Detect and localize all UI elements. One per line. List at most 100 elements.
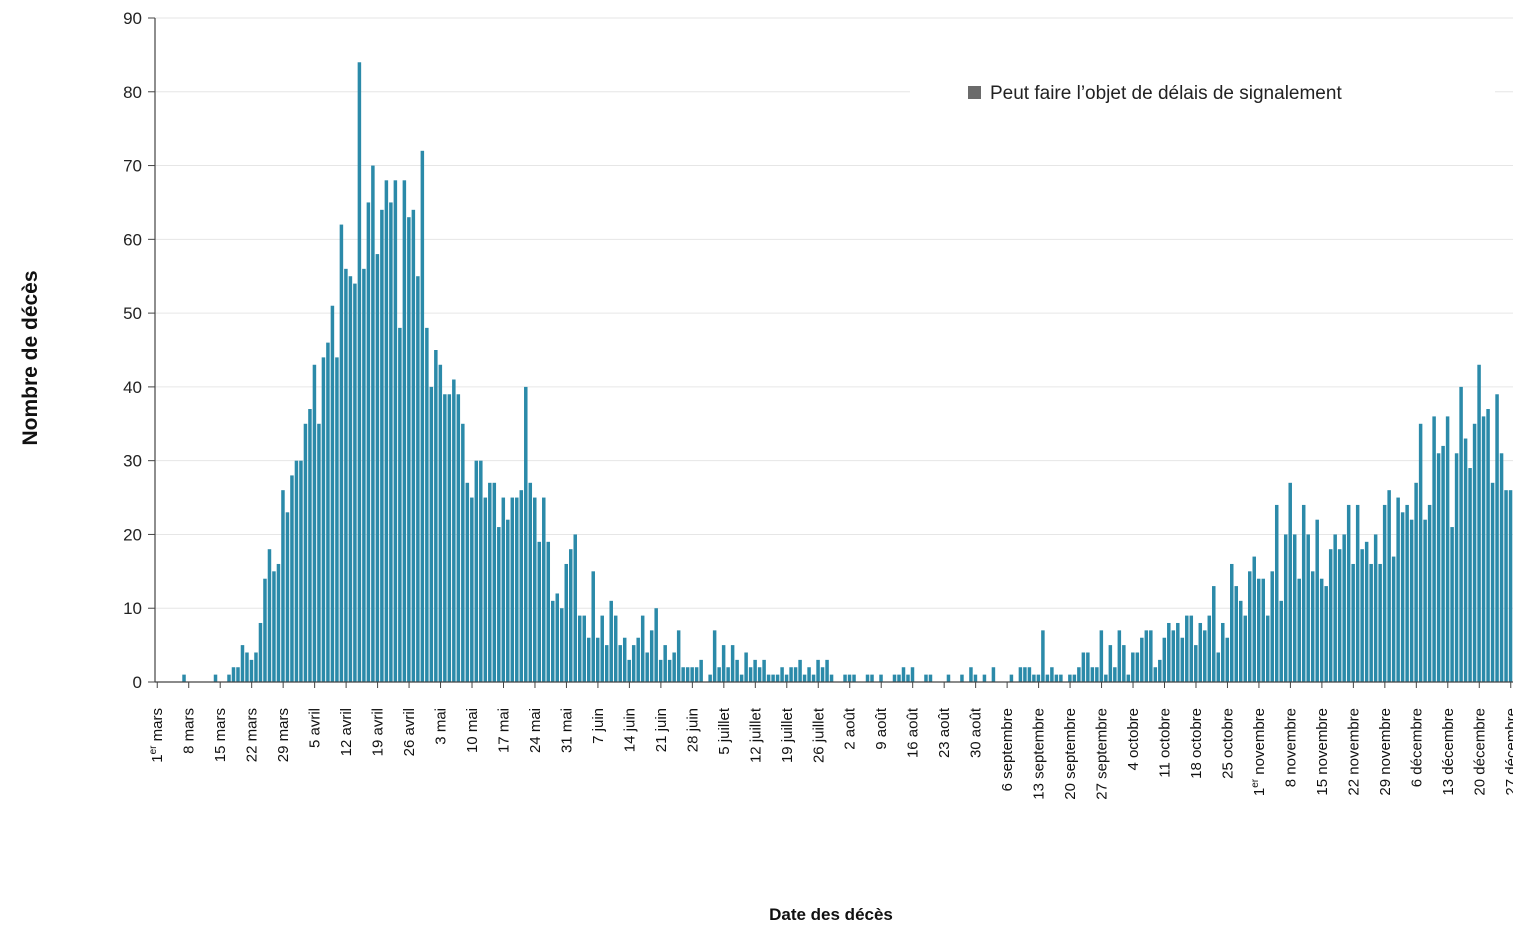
bar xyxy=(1301,504,1306,682)
bar xyxy=(1054,674,1059,682)
x-tick-label: 31 mai xyxy=(558,708,575,753)
bar xyxy=(1189,615,1194,682)
bar xyxy=(429,386,434,682)
bar xyxy=(1122,645,1126,682)
bar xyxy=(1445,416,1450,682)
bar xyxy=(272,571,276,682)
bar xyxy=(726,667,730,682)
bar xyxy=(1162,637,1167,682)
x-tick-label: 25 octobre xyxy=(1220,708,1237,779)
bar xyxy=(1432,416,1436,682)
bar xyxy=(312,364,317,682)
bar xyxy=(658,659,663,682)
bar xyxy=(1140,637,1144,682)
bar xyxy=(1203,630,1207,682)
bar xyxy=(407,217,411,682)
bar xyxy=(357,62,362,682)
bar xyxy=(330,305,335,682)
x-axis-title: Date des décès xyxy=(769,905,893,924)
bar xyxy=(1252,556,1256,682)
bar xyxy=(1032,674,1036,682)
bar xyxy=(609,600,613,682)
bar xyxy=(290,475,294,682)
bar xyxy=(1265,615,1270,682)
x-tick-label: 5 avril xyxy=(307,708,324,748)
x-tick-label: 2 août xyxy=(842,707,859,750)
bar xyxy=(1504,490,1508,682)
bar xyxy=(1131,652,1135,682)
bar xyxy=(870,674,874,682)
bar xyxy=(865,674,870,682)
bar xyxy=(721,645,726,682)
x-tick-label: 18 octobre xyxy=(1188,708,1205,779)
x-tick-label: 1er mars xyxy=(148,708,166,763)
x-tick-label: 14 juin xyxy=(621,708,638,752)
x-tick-label: 29 novembre xyxy=(1377,708,1394,796)
bar xyxy=(438,364,443,682)
bar xyxy=(1499,453,1504,682)
bar xyxy=(1176,622,1180,682)
bar xyxy=(825,659,829,682)
bar xyxy=(560,608,564,682)
bar xyxy=(1391,556,1396,682)
bar xyxy=(317,423,321,682)
x-tick-label: 8 mars xyxy=(181,708,198,754)
bar xyxy=(847,674,852,682)
bar xyxy=(524,386,528,682)
bar xyxy=(991,667,996,682)
bar xyxy=(1050,667,1054,682)
x-tick-label: 15 mars xyxy=(212,708,229,762)
bar xyxy=(969,667,973,682)
bar xyxy=(398,327,402,682)
x-tick-label: 16 août xyxy=(905,707,922,758)
bar xyxy=(879,674,883,682)
y-tick-label: 30 xyxy=(123,452,142,471)
bar xyxy=(231,667,236,682)
legend-label: Peut faire l’objet de délais de signalem… xyxy=(990,83,1342,104)
bar xyxy=(263,578,267,682)
bar xyxy=(613,615,618,682)
bar xyxy=(829,674,834,682)
bar xyxy=(600,615,604,682)
bar xyxy=(784,674,789,682)
bar xyxy=(1373,534,1378,682)
x-tick-label: 1er novembre xyxy=(1250,708,1268,796)
bar xyxy=(780,667,784,682)
bar xyxy=(982,674,987,682)
bar xyxy=(308,409,312,682)
x-tick-label: 10 mai xyxy=(464,708,481,753)
bar xyxy=(519,490,524,682)
bar xyxy=(299,460,303,682)
x-tick-label: 26 avril xyxy=(401,708,418,756)
bar xyxy=(1023,667,1027,682)
bar xyxy=(1279,600,1283,682)
bar xyxy=(744,652,748,682)
bar xyxy=(555,593,560,682)
bar xyxy=(249,659,254,682)
bar xyxy=(1310,571,1315,682)
bar xyxy=(303,423,308,682)
bar xyxy=(1072,674,1077,682)
bar xyxy=(420,150,425,683)
bar xyxy=(1068,674,1072,682)
bar xyxy=(227,674,231,682)
bar xyxy=(1486,409,1490,682)
bar xyxy=(820,667,825,682)
bar xyxy=(1441,445,1445,682)
bar xyxy=(924,674,928,682)
bar xyxy=(595,637,600,682)
bar xyxy=(1351,563,1355,682)
bar xyxy=(245,652,249,682)
bar xyxy=(618,645,622,682)
bar xyxy=(1234,586,1239,682)
y-axis-title: Nombre de décès xyxy=(19,270,42,445)
bar xyxy=(960,674,964,682)
bar xyxy=(586,637,591,682)
bar xyxy=(1315,519,1319,682)
x-tick-label: 3 mai xyxy=(433,708,450,745)
bar xyxy=(501,497,506,682)
bar xyxy=(1239,600,1243,682)
x-tick-label: 12 juillet xyxy=(747,707,764,763)
bar xyxy=(793,667,798,682)
bar xyxy=(447,394,452,682)
